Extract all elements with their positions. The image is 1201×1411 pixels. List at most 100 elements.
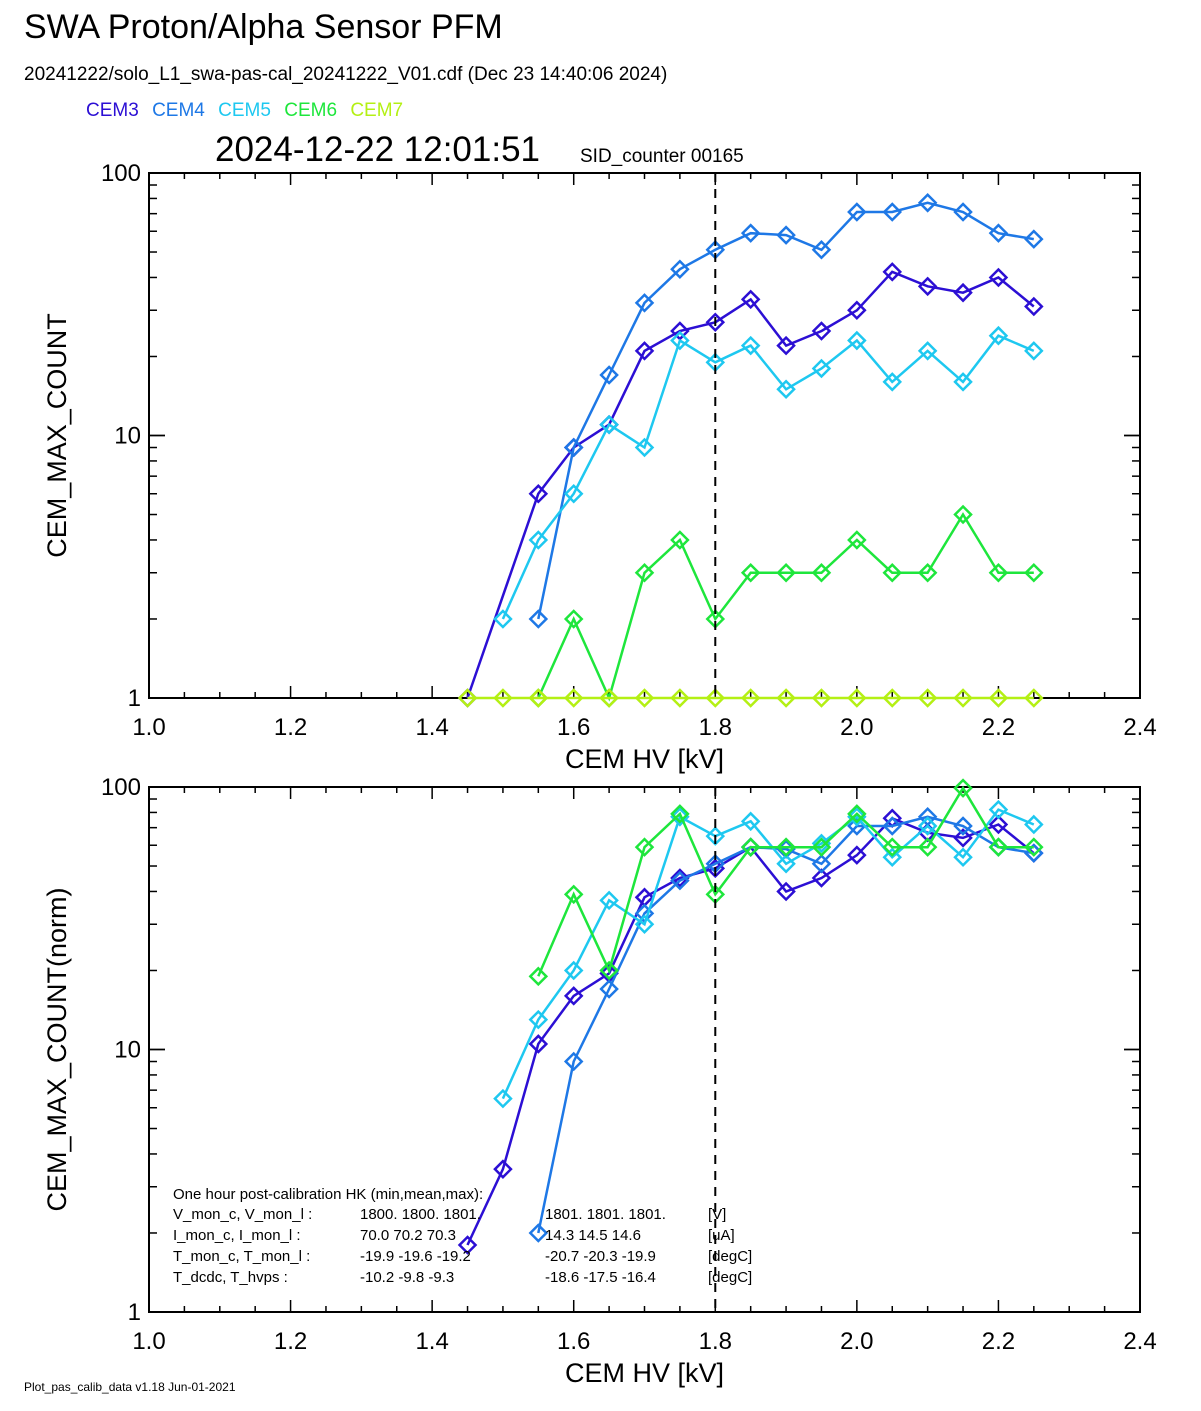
data-point-cem5 (953, 372, 973, 392)
data-point-cem7 (882, 688, 903, 708)
data-point-cem6 (988, 562, 1009, 583)
footer-version: Plot_pas_calib_data v1.18 Jun-01-2021 (24, 1380, 236, 1394)
legend: CEM3 CEM4 CEM5 CEM6 CEM7 (86, 100, 411, 122)
series-line-cem4 (537, 201, 1035, 620)
data-point-cem5 (493, 1088, 513, 1109)
data-point-cem6 (953, 778, 973, 798)
data-point-cem6 (988, 837, 1009, 857)
data-point-cem5 (670, 330, 690, 351)
x-tick-label: 1.2 (274, 714, 307, 741)
data-point-cem4 (634, 293, 655, 313)
hk-row-label: T_mon_c, T_mon_l : (173, 1248, 310, 1265)
y-tick-label: 1 (128, 685, 141, 712)
data-point-cem4 (776, 225, 796, 245)
x-tick-label: 2.2 (982, 714, 1015, 741)
series-group (457, 778, 1044, 1255)
hk-row-values-l: -18.6 -17.5 -16.4 (545, 1269, 656, 1286)
series-line-cem4 (537, 815, 1035, 1234)
data-point-cem3 (1024, 296, 1044, 317)
data-point-cem5 (634, 914, 655, 935)
hk-row-values-c: 70.0 70.2 70.3 (360, 1227, 456, 1244)
data-point-cem5 (493, 609, 513, 629)
x-tick-label: 1.6 (557, 1328, 590, 1355)
data-point-cem5 (988, 799, 1009, 820)
data-point-cem5 (740, 335, 761, 356)
series-line-cem5 (501, 334, 1035, 620)
data-point-cem4 (528, 1223, 549, 1243)
data-point-cem7 (740, 688, 761, 708)
data-point-cem4 (670, 259, 690, 279)
data-point-cem5 (563, 960, 584, 981)
data-point-cem3 (882, 262, 903, 282)
data-point-cem3 (953, 282, 973, 303)
page-title: SWA Proton/Alpha Sensor PFM (24, 8, 503, 46)
hk-row-values-l: 14.3 14.5 14.6 (545, 1227, 641, 1244)
data-point-cem7 (811, 688, 832, 708)
data-point-cem6 (847, 530, 867, 550)
data-point-cem3 (811, 321, 832, 341)
data-point-cem6 (917, 562, 938, 583)
data-point-cem7 (953, 688, 973, 708)
data-point-cem5 (917, 341, 938, 361)
y-axis-title: CEM_MAX_COUNT (42, 313, 72, 558)
data-point-cem5 (847, 330, 867, 351)
data-point-cem4 (811, 239, 832, 260)
data-point-cem4 (811, 853, 832, 874)
data-point-cem4 (740, 223, 761, 243)
data-point-cem5 (776, 379, 796, 400)
plot-panel-2: 1.0 1.2 1.4 1.6 1.8 2.0 2.2 2.4 1 10 100 CEM HV [kV… (42, 774, 1157, 1388)
data-point-cem4 (1024, 229, 1044, 249)
data-point-cem3 (634, 341, 655, 361)
hk-row-values-l: 1801. 1801. 1801. (545, 1206, 666, 1223)
series-line-cem3 (466, 816, 1035, 1246)
data-point-cem6 (634, 562, 655, 583)
data-point-cem3 (988, 814, 1009, 835)
legend-item-cem5: CEM5 (218, 100, 271, 121)
data-point-cem5 (705, 826, 726, 846)
data-point-cem6 (1024, 837, 1044, 857)
data-point-cem3 (917, 276, 938, 297)
hk-annotation: One hour post-calibration HK (min,mean,m… (173, 1186, 752, 1286)
data-point-cem4 (847, 202, 867, 222)
hk-row-values-l: -20.7 -20.3 -19.9 (545, 1248, 656, 1265)
x-tick-label: 2.2 (982, 1328, 1015, 1355)
hk-row-label: I_mon_c, I_mon_l : (173, 1227, 301, 1244)
series-line-cem5 (501, 808, 1035, 1100)
legend-item-cem7: CEM7 (350, 100, 404, 121)
data-point-cem6 (670, 530, 690, 550)
data-point-cem6 (776, 837, 796, 857)
data-point-cem3 (740, 289, 761, 310)
x-tick-label: 2.0 (840, 714, 873, 741)
legend-item-cem6: CEM6 (284, 100, 338, 121)
y-tick-label: 10 (114, 1037, 141, 1064)
data-point-cem4 (882, 816, 903, 836)
data-point-cem3 (528, 483, 549, 504)
data-point-cem5 (776, 853, 796, 874)
y-tick-label: 100 (101, 160, 141, 187)
data-point-cem4 (563, 437, 584, 458)
data-point-cem4 (953, 202, 973, 222)
data-point-cem4 (563, 1051, 584, 1072)
hk-row-values-c: -19.9 -19.6 -19.2 (360, 1248, 471, 1265)
plot-panel-1: 1.0 1.2 1.4 1.6 1.8 2.0 2.2 2.4 1 10 100 CEM HV [kV… (42, 160, 1157, 774)
data-point-cem3 (776, 881, 796, 902)
data-point-cem6 (811, 562, 832, 583)
data-point-cem7 (988, 688, 1009, 708)
data-point-cem3 (776, 335, 796, 356)
data-point-cem7 (847, 688, 867, 708)
plot-frame (148, 172, 1141, 699)
data-point-cem5 (1024, 814, 1044, 835)
x-tick-label: 1.4 (415, 714, 448, 741)
data-point-cem6 (634, 837, 655, 857)
data-point-cem3 (528, 1034, 549, 1054)
data-point-cem5 (740, 811, 761, 832)
hk-row-unit: [uA] (708, 1227, 735, 1244)
x-axis-title: CEM HV [kV] (565, 744, 724, 774)
data-point-cem3 (705, 312, 726, 333)
legend-item-cem4: CEM4 (152, 100, 205, 121)
data-point-cem6 (740, 562, 761, 583)
data-point-cem5 (917, 816, 938, 836)
data-point-cem3 (847, 845, 867, 865)
file-subtitle: 20241222/solo_L1_swa-pas-cal_20241222_V0… (24, 64, 668, 85)
